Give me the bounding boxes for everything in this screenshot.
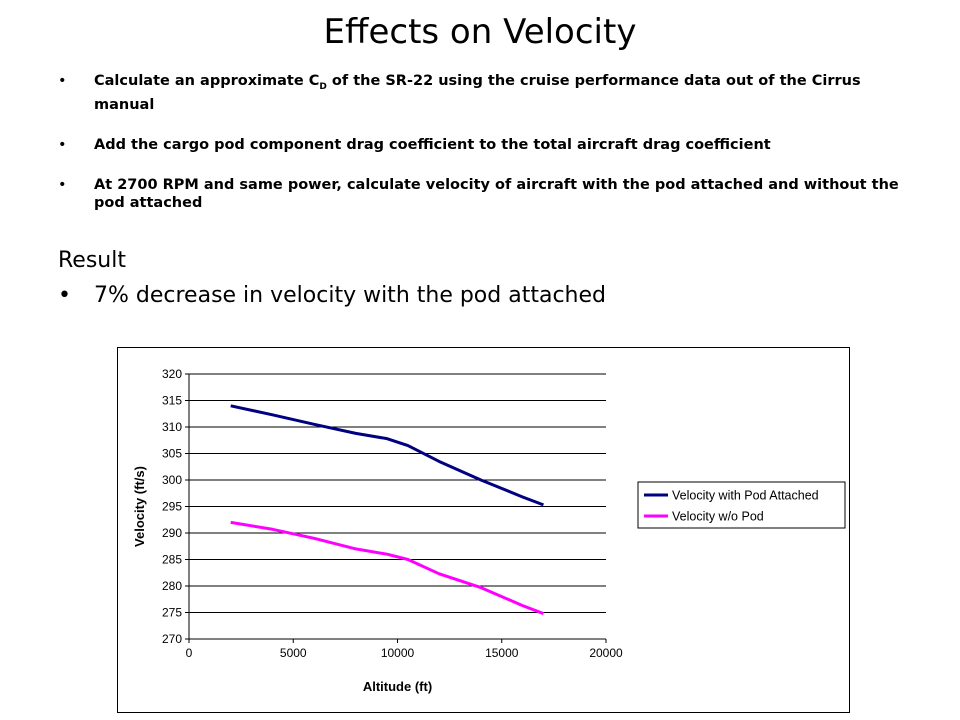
y-tick-label: 285 xyxy=(162,553,182,567)
y-axis-label: Velocity (ft/s) xyxy=(132,466,147,547)
y-tick-label: 295 xyxy=(162,500,182,514)
y-tick-label: 270 xyxy=(162,632,182,646)
method-bullet-list: Calculate an approximate CD of the SR-22… xyxy=(58,72,908,234)
result-heading: Result xyxy=(58,248,126,273)
y-tick-label: 305 xyxy=(162,447,182,461)
x-tick-label: 15000 xyxy=(485,646,519,660)
y-tick-label: 280 xyxy=(162,579,182,593)
y-tick-label: 290 xyxy=(162,526,182,540)
y-tick-label: 315 xyxy=(162,394,182,408)
series-line xyxy=(230,520,544,615)
legend-box xyxy=(637,481,846,529)
velocity-chart: 270 275 280 285 290 295 300 305 310 315 320 0 5000 10… xyxy=(132,367,846,694)
slide-title: Effects on Velocity xyxy=(323,12,637,52)
legend-label: Velocity w/o Pod xyxy=(672,510,764,524)
y-tick-label: 275 xyxy=(162,606,182,620)
x-tick-label: 5000 xyxy=(280,646,307,660)
bullet-item: Add the cargo pod component drag coeffic… xyxy=(58,136,908,154)
subscript: D xyxy=(319,81,327,92)
result-bullet: • 7% decrease in velocity with the pod at… xyxy=(58,283,606,308)
chart-frame: 270 275 280 285 290 295 300 305 310 315 320 0 5000 10… xyxy=(117,347,850,713)
y-tick-label: 320 xyxy=(162,367,182,381)
x-tick-label: 0 xyxy=(186,646,193,660)
x-tick-label: 20000 xyxy=(589,646,623,660)
x-axis-label: Altitude (ft) xyxy=(363,679,432,694)
bullet-item: Calculate an approximate CD of the SR-22… xyxy=(58,72,908,114)
bullet-item: At 2700 RPM and same power, calculate ve… xyxy=(58,176,908,212)
y-tick-label: 300 xyxy=(162,473,182,487)
y-tick-label: 310 xyxy=(162,420,182,434)
series-line xyxy=(230,404,544,507)
x-tick-label: 10000 xyxy=(381,646,415,660)
legend-label: Velocity with Pod Attached xyxy=(672,489,819,503)
